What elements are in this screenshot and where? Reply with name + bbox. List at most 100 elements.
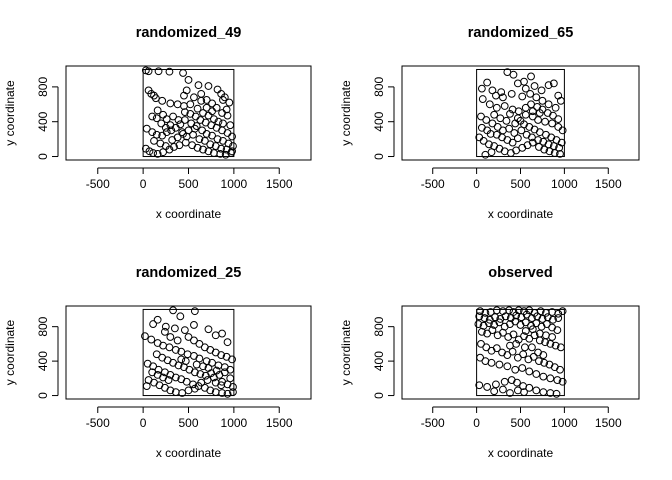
data-point [153, 106, 162, 115]
plot-frame [65, 305, 312, 400]
data-point [218, 389, 226, 397]
data-point [521, 327, 530, 335]
data-point [223, 111, 232, 120]
data-point [499, 328, 507, 337]
data-point [173, 133, 182, 142]
data-point [145, 147, 154, 156]
x-tick-label: -500 [86, 177, 110, 191]
data-point [162, 128, 171, 137]
y-axis-label: y coordinate [339, 319, 353, 385]
data-point [474, 320, 483, 328]
data-point [228, 355, 236, 364]
data-point [162, 115, 171, 123]
data-point [204, 325, 213, 334]
data-point [491, 313, 499, 322]
data-point [549, 315, 557, 324]
data-point [518, 364, 527, 372]
data-point [157, 119, 166, 128]
data-point [479, 136, 488, 145]
data-point [190, 307, 199, 316]
data-point [149, 320, 158, 328]
data-point [223, 389, 232, 398]
data-point [165, 343, 174, 352]
data-point [190, 93, 198, 102]
data-point [483, 383, 492, 391]
data-point [511, 365, 520, 374]
data-point [208, 107, 216, 116]
data-point [174, 116, 183, 124]
data-point [175, 141, 184, 150]
data-point [190, 336, 198, 345]
data-point [170, 143, 178, 151]
data-point [152, 350, 161, 359]
data-point [197, 378, 206, 387]
data-point [487, 358, 496, 367]
data-point [542, 308, 550, 317]
data-point [499, 385, 507, 394]
data-point [528, 343, 536, 352]
panel-observed: observed x coordinate y coordinate -500 0… [339, 265, 640, 460]
window-boundary [476, 68, 565, 158]
data-point [480, 314, 489, 322]
data-point [165, 67, 174, 76]
data-point [199, 145, 207, 154]
data-point [179, 129, 187, 138]
data-point [539, 372, 548, 381]
data-point [213, 135, 222, 144]
data-point [492, 91, 500, 100]
data-point [549, 79, 558, 88]
data-point [204, 147, 213, 156]
data-point [492, 306, 501, 315]
data-point [548, 119, 556, 128]
data-point [534, 116, 542, 124]
plot-frame [401, 305, 640, 400]
x-tick-label: 500 [178, 416, 198, 430]
data-point [169, 112, 177, 121]
data-point [509, 70, 518, 79]
data-point [171, 346, 180, 354]
data-point [493, 123, 502, 131]
data-point [528, 112, 537, 121]
data-point [556, 365, 564, 374]
data-point [176, 120, 185, 129]
data-point [195, 135, 204, 144]
x-tick-label: 1500 [595, 416, 622, 430]
y-tick-label: 800 [36, 77, 50, 97]
y-tick-label: 800 [372, 77, 386, 97]
y-axis-label: y coordinate [3, 80, 17, 146]
data-point [184, 126, 193, 135]
data-point [502, 116, 511, 125]
data-point [198, 126, 207, 135]
data-point [166, 99, 175, 108]
data-point [149, 362, 158, 371]
data-point [520, 388, 528, 397]
data-point [166, 386, 175, 395]
data-point [477, 112, 485, 121]
x-axis-label: x coordinate [488, 207, 554, 221]
x-tick-label: 1500 [595, 177, 622, 191]
data-point [513, 134, 522, 143]
panel-randomized-49: randomized_49 x coordinate y coordinate … [3, 25, 312, 221]
data-point [476, 353, 485, 362]
data-point [558, 377, 567, 386]
data-point [485, 140, 493, 149]
data-point [180, 116, 189, 124]
data-point [173, 336, 182, 345]
data-point [226, 121, 235, 130]
data-point [190, 368, 199, 377]
data-point [522, 310, 531, 319]
data-point [202, 103, 211, 112]
data-point [197, 96, 206, 105]
data-point [194, 81, 203, 90]
data-point [161, 142, 170, 150]
data-point [221, 150, 230, 159]
data-point [217, 351, 226, 359]
data-point [202, 357, 211, 366]
data-point [554, 123, 563, 131]
data-point [539, 351, 548, 359]
data-point [222, 145, 231, 154]
y-axis-label: y coordinate [3, 319, 17, 385]
data-point [477, 327, 486, 336]
data-point [552, 389, 561, 398]
